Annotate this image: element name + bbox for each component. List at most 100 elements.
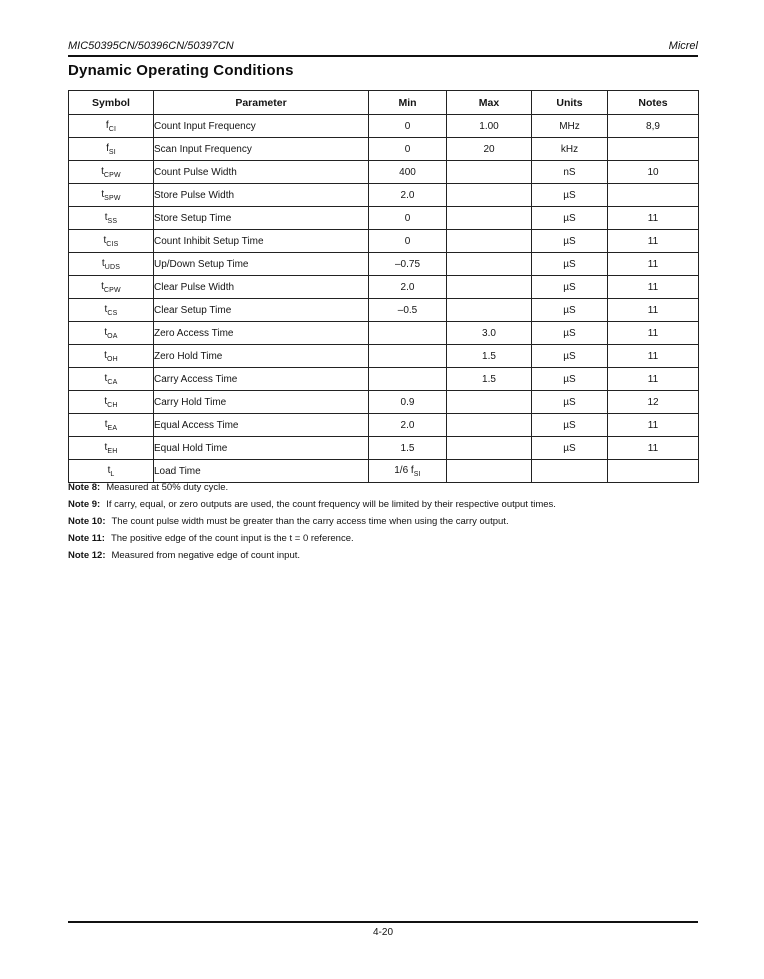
- symbol-base: t: [104, 395, 108, 407]
- symbol-cell: tCS: [68, 298, 154, 322]
- units-cell: µS: [531, 229, 608, 253]
- max-cell: [446, 229, 532, 253]
- symbol-subscript: SI: [108, 148, 116, 156]
- notes-cell: [607, 459, 699, 483]
- symbol-base: t: [104, 211, 108, 223]
- units-cell: µS: [531, 275, 608, 299]
- units-cell: kHz: [531, 137, 608, 161]
- min-cell: 0: [368, 206, 447, 230]
- note-text: If carry, equal, or zero outputs are use…: [106, 499, 556, 510]
- table-row: tCPW Clear Pulse Width 2.0 µS 11: [68, 275, 699, 299]
- max-cell: [446, 298, 532, 322]
- notes-cell: 11: [607, 206, 699, 230]
- table-row: tCPW Count Pulse Width 400 nS 10: [68, 160, 699, 184]
- operating-conditions-table: Symbol Parameter Min Max Units Notes f CI Count…: [68, 90, 699, 483]
- notes-cell: 12: [607, 390, 699, 414]
- notes-cell: [607, 137, 699, 161]
- parameter-cell: Clear Pulse Width: [153, 275, 369, 299]
- column-header-units: Units: [531, 90, 608, 115]
- symbol-base: t: [104, 349, 107, 361]
- symbol-base: t: [101, 280, 104, 292]
- table-row: tEH Equal Hold Time 1.5 µS 11: [68, 436, 699, 460]
- max-cell: [446, 459, 532, 483]
- symbol-subscript: SS: [107, 217, 118, 225]
- note-text: The positive edge of the count input is …: [110, 533, 354, 544]
- page-number: 4-20: [372, 927, 393, 938]
- notes-cell: 11: [607, 367, 699, 391]
- column-header-parameter: Parameter: [153, 90, 369, 115]
- min-cell: 0.9: [368, 390, 447, 414]
- table-header-row: Symbol Parameter Min Max Units Notes: [68, 90, 699, 115]
- symbol-cell: tCIS: [68, 229, 154, 253]
- units-cell: µS: [531, 390, 608, 414]
- min-cell: [368, 344, 447, 368]
- symbol-subscript: EH: [107, 447, 118, 455]
- note-line: Note 12: Measured from negative edge of c…: [68, 549, 708, 566]
- parameter-cell: Equal Hold Time: [153, 436, 369, 460]
- table-row: tCA Carry Access Time 1.5 µS 11: [68, 367, 699, 391]
- max-cell: [446, 413, 532, 437]
- symbol-cell: tCA: [68, 367, 154, 391]
- parameter-cell: Carry Access Time: [153, 367, 369, 391]
- parameter-cell: Clear Setup Time: [153, 298, 369, 322]
- units-cell: µS: [531, 367, 608, 391]
- notes-section: Note 8: Measured at 50% duty cycle. Note 9…: [68, 481, 708, 566]
- symbol-cell: tCPW: [68, 160, 154, 184]
- max-cell: [446, 183, 532, 207]
- min-cell: –0.5: [368, 298, 447, 322]
- symbol-subscript: EA: [107, 424, 118, 432]
- units-cell: µS: [531, 298, 608, 322]
- min-cell: 2.0: [368, 183, 447, 207]
- section-title: Dynamic Operating Conditions: [68, 62, 294, 79]
- symbol-cell: tOH: [68, 344, 154, 368]
- min-cell: [368, 321, 447, 345]
- parameter-cell: Scan Input Frequency: [153, 137, 369, 161]
- symbol-subscript: CPW: [103, 286, 121, 294]
- symbol-subscript: OA: [107, 332, 118, 340]
- max-cell: [446, 160, 532, 184]
- parameter-cell: Zero Access Time: [153, 321, 369, 345]
- note-line: Note 10: The count pulse width must be gr…: [68, 515, 708, 532]
- parameter-cell: Count Pulse Width: [153, 160, 369, 184]
- units-cell: µS: [531, 344, 608, 368]
- symbol-subscript: CPW: [103, 171, 121, 179]
- document-part-number: MIC50395CN/50396CN/50397CN: [68, 40, 234, 52]
- units-cell: µS: [531, 252, 608, 276]
- table-row: tOH Zero Hold Time 1.5 µS 11: [68, 344, 699, 368]
- units-cell: µS: [531, 321, 608, 345]
- symbol-base: 1/6 f: [394, 464, 414, 476]
- notes-cell: 11: [607, 413, 699, 437]
- symbol-subscript: CS: [107, 309, 118, 317]
- symbol-base: t: [101, 188, 105, 200]
- parameter-cell: Count Input Frequency: [153, 114, 369, 138]
- symbol-cell: fSI: [68, 137, 154, 161]
- symbol-base: t: [107, 464, 111, 476]
- symbol-subscript: CIS: [106, 240, 119, 248]
- max-cell: 20: [446, 137, 532, 161]
- note-text: Measured from negative edge of count inp…: [111, 550, 301, 561]
- note-line: Note 11: The positive edge of the count i…: [68, 532, 708, 549]
- units-cell: µS: [531, 436, 608, 460]
- note-label: Note 12:: [68, 550, 106, 561]
- column-header-max: Max: [446, 90, 532, 115]
- symbol-subscript: OH: [106, 355, 118, 363]
- symbol-cell: tSS: [68, 206, 154, 230]
- symbol-base: f: [106, 142, 109, 154]
- notes-cell: 11: [607, 229, 699, 253]
- max-cell: [446, 390, 532, 414]
- symbol-subscript: CI: [108, 125, 117, 133]
- note-line: Note 9: If carry, equal, or zero outputs …: [68, 498, 708, 515]
- parameter-cell: Store Pulse Width: [153, 183, 369, 207]
- parameter-cell: Up/Down Setup Time: [153, 252, 369, 276]
- column-header-symbol: Symbol: [68, 90, 154, 115]
- min-cell: 0: [368, 229, 447, 253]
- max-cell: [446, 436, 532, 460]
- max-cell: 3.0: [446, 321, 532, 345]
- page-header: MIC50395CN/50396CN/50397CN Micrel: [68, 40, 698, 52]
- symbol-subscript: SPW: [104, 194, 121, 202]
- table-row: tEA Equal Access Time 2.0 µS 11: [68, 413, 699, 437]
- symbol-base: t: [104, 326, 108, 338]
- min-cell: 0: [368, 137, 447, 161]
- units-cell: MHz: [531, 114, 608, 138]
